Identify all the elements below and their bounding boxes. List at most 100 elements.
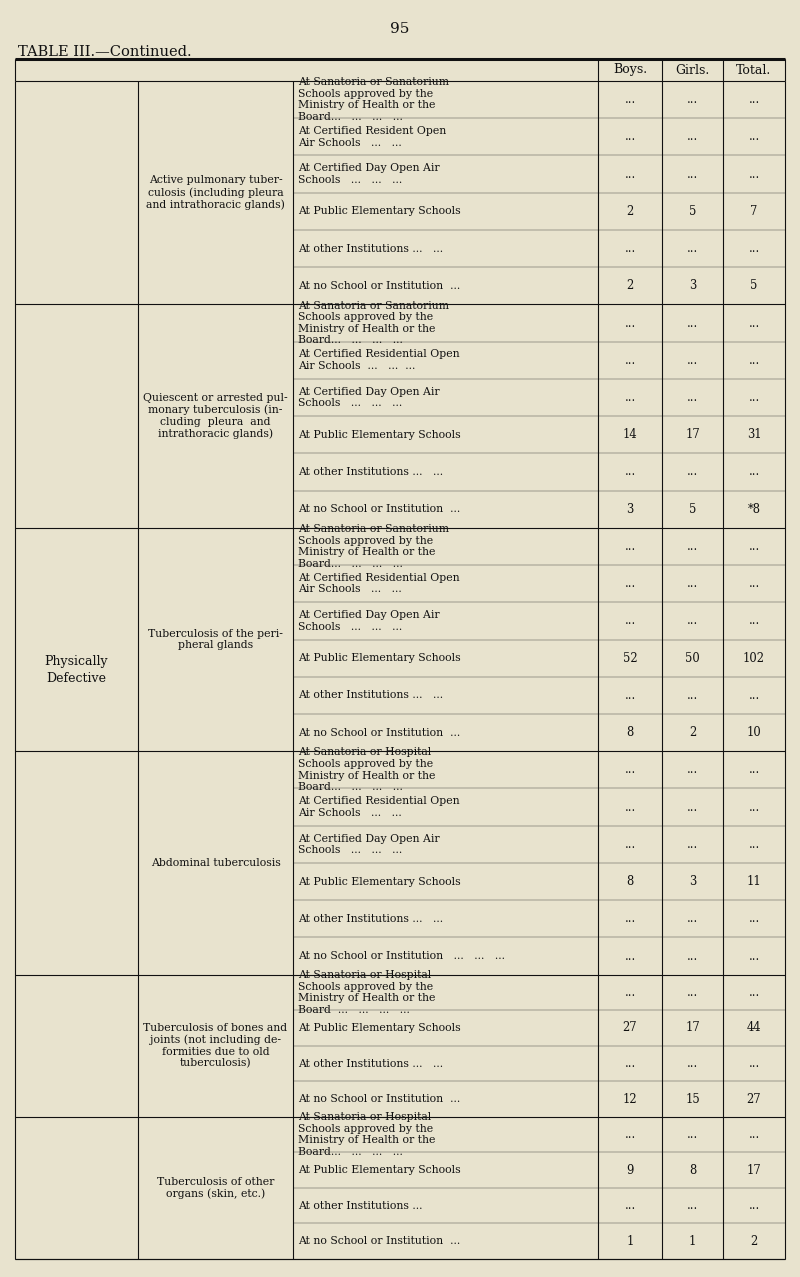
Text: ...: ... bbox=[687, 577, 698, 590]
Text: ...: ... bbox=[748, 1128, 760, 1142]
Text: ...: ... bbox=[624, 764, 636, 776]
Text: Physically: Physically bbox=[45, 655, 108, 668]
Text: ...: ... bbox=[624, 391, 636, 404]
Text: 2: 2 bbox=[626, 204, 634, 218]
Text: 1: 1 bbox=[626, 1235, 634, 1248]
Text: 27: 27 bbox=[622, 1022, 638, 1034]
Text: 1: 1 bbox=[689, 1235, 696, 1248]
Text: ...: ... bbox=[748, 801, 760, 813]
Text: ...: ... bbox=[687, 130, 698, 143]
Text: Tuberculosis of other
organs (skin, etc.): Tuberculosis of other organs (skin, etc.… bbox=[157, 1177, 274, 1199]
Text: ...: ... bbox=[687, 950, 698, 963]
Text: At Public Elementary Schools: At Public Elementary Schools bbox=[298, 207, 461, 216]
Text: 9: 9 bbox=[626, 1163, 634, 1176]
Text: At Public Elementary Schools: At Public Elementary Schools bbox=[298, 430, 461, 439]
Text: ...: ... bbox=[687, 540, 698, 553]
Text: 3: 3 bbox=[689, 280, 696, 292]
Text: *8: *8 bbox=[747, 503, 761, 516]
Text: ...: ... bbox=[748, 577, 760, 590]
Text: ...: ... bbox=[748, 130, 760, 143]
Text: 95: 95 bbox=[390, 22, 410, 36]
Text: ...: ... bbox=[687, 466, 698, 479]
Text: ...: ... bbox=[624, 577, 636, 590]
Text: ...: ... bbox=[748, 354, 760, 366]
Text: 5: 5 bbox=[750, 280, 758, 292]
Text: ...: ... bbox=[687, 801, 698, 813]
Text: ...: ... bbox=[687, 912, 698, 926]
Text: Boys.: Boys. bbox=[613, 64, 647, 77]
Text: ...: ... bbox=[687, 167, 698, 180]
Text: ...: ... bbox=[748, 838, 760, 850]
Text: ...: ... bbox=[748, 317, 760, 329]
Text: ...: ... bbox=[624, 243, 636, 255]
Text: ...: ... bbox=[624, 1057, 636, 1070]
Text: At Certified Resident Open
Air Schools   ...   ...: At Certified Resident Open Air Schools .… bbox=[298, 126, 446, 148]
Text: At other Institutions ...   ...: At other Institutions ... ... bbox=[298, 914, 443, 923]
Text: ...: ... bbox=[748, 93, 760, 106]
Text: ...: ... bbox=[624, 950, 636, 963]
Text: 3: 3 bbox=[626, 503, 634, 516]
Text: Tuberculosis of bones and
joints (not including de-
formities due to old
tubercu: Tuberculosis of bones and joints (not in… bbox=[143, 1023, 287, 1069]
Text: ...: ... bbox=[624, 912, 636, 926]
Text: Quiescent or arrested pul-
monary tuberculosis (in-
cluding  pleura  and
intrath: Quiescent or arrested pul- monary tuberc… bbox=[143, 393, 288, 439]
Text: ...: ... bbox=[687, 391, 698, 404]
Text: 14: 14 bbox=[622, 428, 638, 442]
Text: ...: ... bbox=[624, 354, 636, 366]
Text: ...: ... bbox=[748, 391, 760, 404]
Text: ...: ... bbox=[687, 764, 698, 776]
Text: ...: ... bbox=[748, 1057, 760, 1070]
Text: Defective: Defective bbox=[46, 672, 106, 684]
Text: ...: ... bbox=[687, 354, 698, 366]
Text: ...: ... bbox=[687, 838, 698, 850]
Text: ...: ... bbox=[624, 1128, 636, 1142]
Text: 11: 11 bbox=[746, 875, 762, 888]
Text: ...: ... bbox=[624, 1199, 636, 1212]
Text: 10: 10 bbox=[746, 727, 762, 739]
Text: Abdominal tuberculosis: Abdominal tuberculosis bbox=[150, 858, 280, 868]
Text: ...: ... bbox=[748, 1199, 760, 1212]
Text: 12: 12 bbox=[622, 1093, 638, 1106]
Text: ...: ... bbox=[624, 540, 636, 553]
Text: ...: ... bbox=[624, 688, 636, 702]
Text: ...: ... bbox=[748, 986, 760, 999]
Text: 2: 2 bbox=[626, 280, 634, 292]
Text: At Certified Residential Open
Air Schools   ...   ...: At Certified Residential Open Air School… bbox=[298, 573, 460, 595]
Text: At Sanatoria or Sanatorium
Schools approved by the
Ministry of Health or the
Boa: At Sanatoria or Sanatorium Schools appro… bbox=[298, 77, 449, 123]
Text: ...: ... bbox=[687, 1199, 698, 1212]
Text: Girls.: Girls. bbox=[675, 64, 710, 77]
Text: At no School or Institution  ...: At no School or Institution ... bbox=[298, 728, 460, 738]
Text: ...: ... bbox=[624, 317, 636, 329]
Text: ...: ... bbox=[687, 688, 698, 702]
Text: At other Institutions ...   ...: At other Institutions ... ... bbox=[298, 244, 443, 254]
Text: 7: 7 bbox=[750, 204, 758, 218]
Text: At no School or Institution  ...: At no School or Institution ... bbox=[298, 1236, 460, 1246]
Text: ...: ... bbox=[748, 764, 760, 776]
Text: ...: ... bbox=[687, 614, 698, 627]
Text: ...: ... bbox=[624, 801, 636, 813]
Text: At Public Elementary Schools: At Public Elementary Schools bbox=[298, 1023, 461, 1033]
Text: At no School or Institution  ...: At no School or Institution ... bbox=[298, 281, 460, 291]
Text: At no School or Institution  ...: At no School or Institution ... bbox=[298, 504, 460, 515]
Text: 15: 15 bbox=[685, 1093, 700, 1106]
Text: At Certified Residential Open
Air Schools  ...   ...  ...: At Certified Residential Open Air School… bbox=[298, 350, 460, 372]
Text: ...: ... bbox=[687, 243, 698, 255]
Text: 17: 17 bbox=[685, 1022, 700, 1034]
Text: ...: ... bbox=[624, 167, 636, 180]
Text: Active pulmonary tuber-
culosis (including pleura
and intrathoracic glands): Active pulmonary tuber- culosis (includi… bbox=[146, 175, 285, 209]
Text: At other Institutions ...: At other Institutions ... bbox=[298, 1200, 422, 1211]
Text: At Certified Day Open Air
Schools   ...   ...   ...: At Certified Day Open Air Schools ... ..… bbox=[298, 163, 440, 185]
Text: 8: 8 bbox=[626, 875, 634, 888]
Text: ...: ... bbox=[748, 540, 760, 553]
Text: 102: 102 bbox=[743, 651, 765, 664]
Text: At other Institutions ...   ...: At other Institutions ... ... bbox=[298, 691, 443, 700]
Text: ...: ... bbox=[687, 93, 698, 106]
Text: 52: 52 bbox=[622, 651, 638, 664]
Text: At other Institutions ...   ...: At other Institutions ... ... bbox=[298, 467, 443, 478]
Text: At Public Elementary Schools: At Public Elementary Schools bbox=[298, 653, 461, 663]
Text: At no School or Institution  ...: At no School or Institution ... bbox=[298, 1094, 460, 1105]
Text: 17: 17 bbox=[685, 428, 700, 442]
Text: ...: ... bbox=[748, 950, 760, 963]
Text: 2: 2 bbox=[689, 727, 696, 739]
Text: At Sanatoria or Hospital
Schools approved by the
Ministry of Health or the
Board: At Sanatoria or Hospital Schools approve… bbox=[298, 1112, 435, 1157]
Text: At Sanatoria or Hospital
Schools approved by the
Ministry of Health or the
Board: At Sanatoria or Hospital Schools approve… bbox=[298, 971, 435, 1015]
